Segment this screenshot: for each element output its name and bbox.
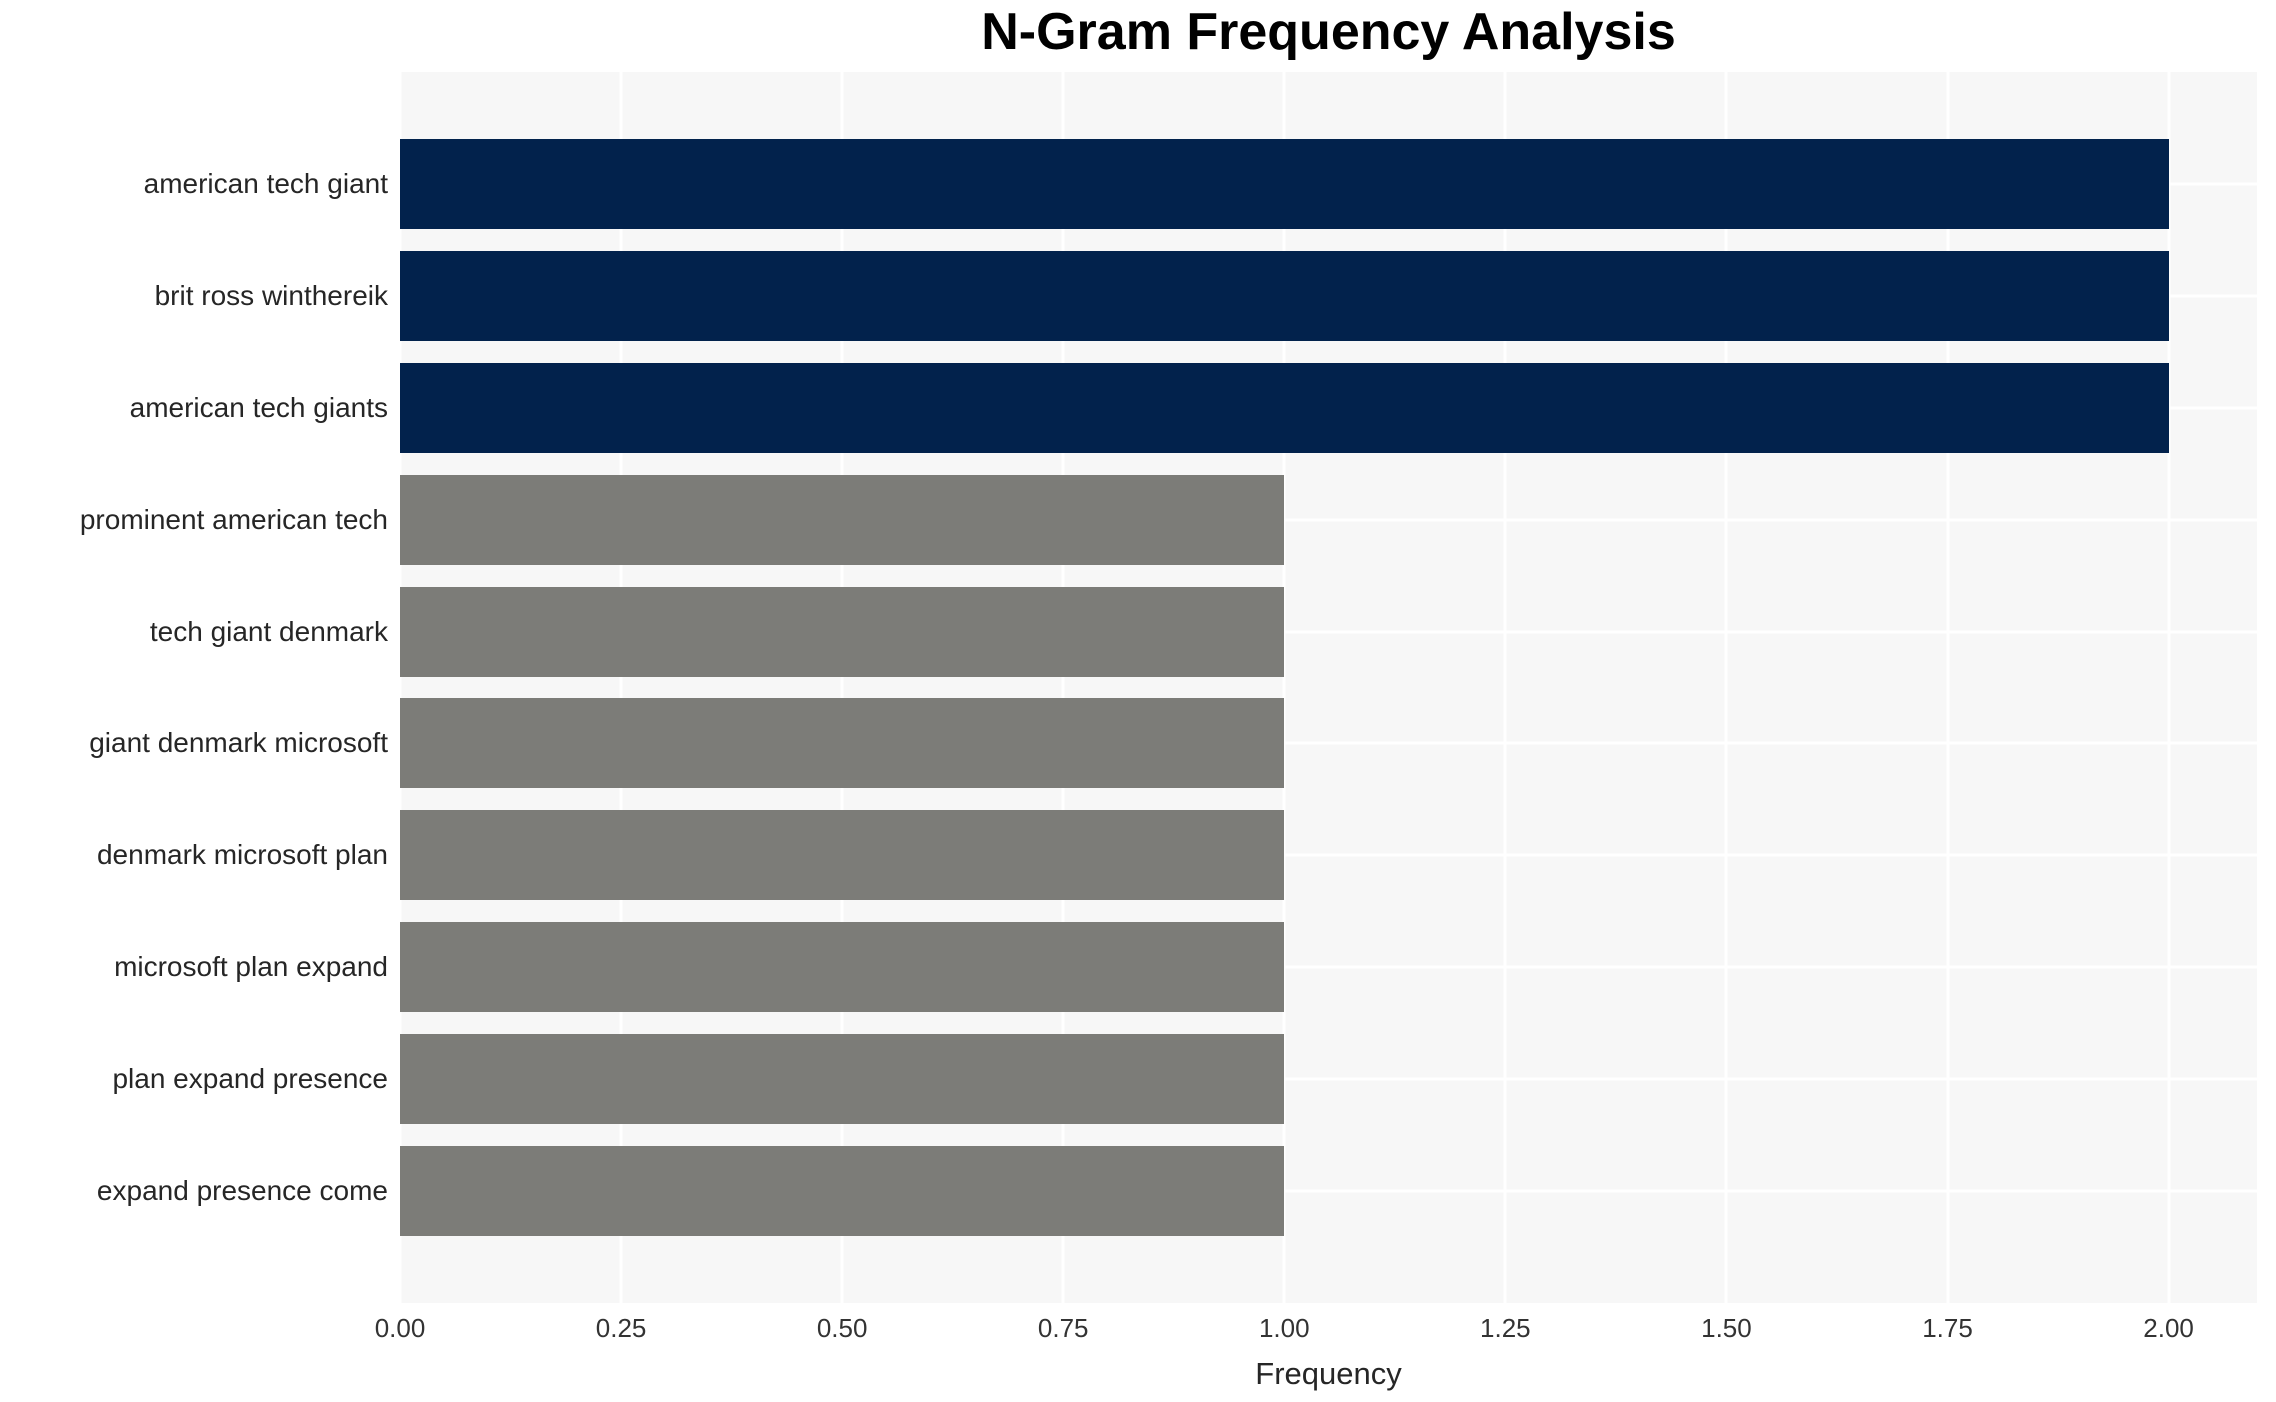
- x-tick-label: 1.00: [1258, 1313, 1310, 1343]
- bar-prominent-american-tech: [400, 474, 1285, 565]
- x-tick-label: 0.00: [374, 1313, 426, 1343]
- y-tick-label: denmark microsoft plan: [96, 839, 388, 871]
- y-gridline: [400, 1189, 2257, 1193]
- bar-giant-denmark-microsoft: [400, 698, 1285, 789]
- y-gridline: [400, 853, 2257, 857]
- x-tick-label: 2.00: [2143, 1313, 2194, 1343]
- x-tick-label: 0.75: [1037, 1313, 1089, 1343]
- y-tick-label: prominent american tech: [79, 503, 388, 535]
- bar-american-tech-giants: [400, 362, 2169, 453]
- x-gridline: [1503, 72, 1507, 1303]
- y-gridline: [400, 1077, 2257, 1081]
- x-tick-label: 1.25: [1480, 1313, 1531, 1343]
- y-tick-label: plan expand presence: [112, 1063, 388, 1095]
- x-gridline: [1061, 72, 1065, 1303]
- plot-area: [398, 72, 2257, 1303]
- y-tick-label: brit ross winthereik: [154, 279, 388, 311]
- y-tick-label: american tech giants: [129, 391, 388, 423]
- y-tick-label: microsoft plan expand: [114, 951, 388, 983]
- x-tick-label: 1.50: [1701, 1313, 1752, 1343]
- bar-plan-expand-presence: [400, 1034, 1285, 1125]
- y-gridline: [400, 965, 2257, 969]
- bar-microsoft-plan-expand: [400, 922, 1285, 1013]
- bar-tech-giant-denmark: [400, 586, 1285, 677]
- y-gridline: [400, 741, 2257, 745]
- x-tick-label: 1.75: [1922, 1313, 1973, 1343]
- bar-expand-presence-come: [400, 1146, 1285, 1237]
- y-tick-label: american tech giant: [143, 167, 388, 199]
- bar-american-tech-giant: [400, 138, 2169, 229]
- x-tick-label: 0.50: [816, 1313, 868, 1343]
- chart-title: N-Gram Frequency Analysis: [981, 3, 1676, 61]
- y-tick-label: tech giant denmark: [149, 615, 388, 647]
- y-gridline: [400, 630, 2257, 634]
- x-tick-label: 0.25: [595, 1313, 647, 1343]
- x-gridline: [1946, 72, 1949, 1303]
- x-gridline: [2167, 72, 2171, 1303]
- x-gridline: [840, 72, 844, 1303]
- x-gridline: [1724, 72, 1728, 1303]
- bar-brit-ross-winthereik: [400, 250, 2169, 341]
- x-axis-label: Frequency: [1255, 1356, 1402, 1391]
- x-gridline: [398, 72, 402, 1303]
- y-tick-label: expand presence come: [96, 1175, 388, 1207]
- y-tick-label: giant denmark microsoft: [89, 727, 388, 759]
- x-axis-ticks: 0.00 0.25 0.50 0.75 1.00 1.25 1.50 1.75 2.00: [375, 1313, 2257, 1353]
- y-gridline: [400, 518, 2257, 522]
- x-gridline: [1282, 72, 1286, 1303]
- y-axis-labels: american tech giant brit ross winthereik a…: [0, 72, 388, 1303]
- bar-denmark-microsoft-plan: [400, 810, 1285, 901]
- x-gridline: [619, 72, 623, 1303]
